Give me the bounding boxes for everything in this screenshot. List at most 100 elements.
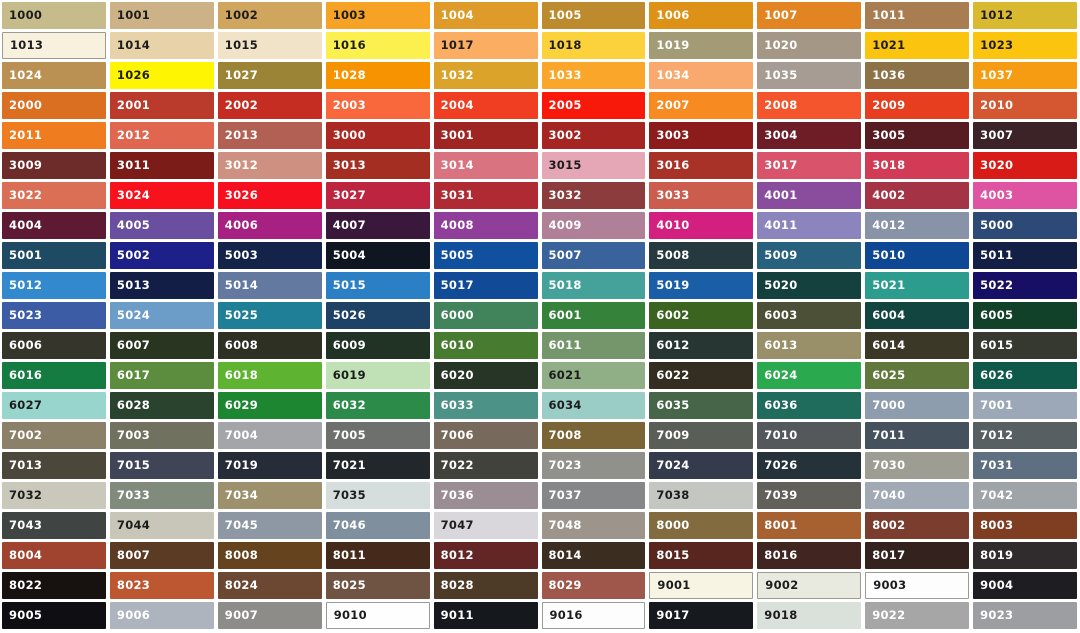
color-swatch-1006[interactable]: 1006: [649, 2, 754, 29]
color-swatch-7012[interactable]: 7012: [973, 422, 1077, 449]
color-swatch-8019[interactable]: 8019: [973, 542, 1077, 569]
color-swatch-7008[interactable]: 7008: [541, 422, 646, 449]
color-swatch-5013[interactable]: 5013: [109, 272, 214, 299]
color-swatch-5005[interactable]: 5005: [433, 242, 538, 269]
color-swatch-3002[interactable]: 3002: [541, 122, 646, 149]
color-swatch-7033[interactable]: 7033: [109, 482, 214, 509]
color-swatch-6027[interactable]: 6027: [2, 392, 106, 419]
color-swatch-1026[interactable]: 1026: [109, 62, 214, 89]
color-swatch-9023[interactable]: 9023: [973, 602, 1077, 629]
color-swatch-5019[interactable]: 5019: [649, 272, 754, 299]
color-swatch-6033[interactable]: 6033: [433, 392, 538, 419]
color-swatch-8022[interactable]: 8022: [2, 572, 106, 599]
color-swatch-1003[interactable]: 1003: [325, 2, 430, 29]
color-swatch-5017[interactable]: 5017: [433, 272, 538, 299]
color-swatch-8024[interactable]: 8024: [217, 572, 322, 599]
color-swatch-3033[interactable]: 3033: [649, 182, 754, 209]
color-swatch-4009[interactable]: 4009: [541, 212, 646, 239]
color-swatch-2013[interactable]: 2013: [217, 122, 322, 149]
color-swatch-3015[interactable]: 3015: [541, 152, 646, 179]
color-swatch-8004[interactable]: 8004: [2, 542, 106, 569]
color-swatch-7004[interactable]: 7004: [217, 422, 322, 449]
color-swatch-7030[interactable]: 7030: [865, 452, 970, 479]
color-swatch-6009[interactable]: 6009: [325, 332, 430, 359]
color-swatch-8007[interactable]: 8007: [109, 542, 214, 569]
color-swatch-7010[interactable]: 7010: [757, 422, 862, 449]
color-swatch-5015[interactable]: 5015: [325, 272, 430, 299]
color-swatch-6005[interactable]: 6005: [973, 302, 1077, 329]
color-swatch-7036[interactable]: 7036: [433, 482, 538, 509]
color-swatch-6034[interactable]: 6034: [541, 392, 646, 419]
color-swatch-6010[interactable]: 6010: [433, 332, 538, 359]
color-swatch-3003[interactable]: 3003: [649, 122, 754, 149]
color-swatch-5020[interactable]: 5020: [757, 272, 862, 299]
color-swatch-9010[interactable]: 9010: [325, 602, 430, 629]
color-swatch-2005[interactable]: 2005: [541, 92, 646, 119]
color-swatch-6021[interactable]: 6021: [541, 362, 646, 389]
color-swatch-3007[interactable]: 3007: [973, 122, 1077, 149]
color-swatch-6002[interactable]: 6002: [649, 302, 754, 329]
color-swatch-5009[interactable]: 5009: [757, 242, 862, 269]
color-swatch-5003[interactable]: 5003: [217, 242, 322, 269]
color-swatch-8012[interactable]: 8012: [433, 542, 538, 569]
color-swatch-2002[interactable]: 2002: [217, 92, 322, 119]
color-swatch-3011[interactable]: 3011: [109, 152, 214, 179]
color-swatch-1013[interactable]: 1013: [2, 32, 106, 59]
color-swatch-7040[interactable]: 7040: [865, 482, 970, 509]
color-swatch-2001[interactable]: 2001: [109, 92, 214, 119]
color-swatch-9002[interactable]: 9002: [757, 572, 862, 599]
color-swatch-4008[interactable]: 4008: [433, 212, 538, 239]
color-swatch-5011[interactable]: 5011: [973, 242, 1077, 269]
color-swatch-7034[interactable]: 7034: [217, 482, 322, 509]
color-swatch-7024[interactable]: 7024: [649, 452, 754, 479]
color-swatch-1037[interactable]: 1037: [973, 62, 1077, 89]
color-swatch-8016[interactable]: 8016: [757, 542, 862, 569]
color-swatch-5018[interactable]: 5018: [541, 272, 646, 299]
color-swatch-7021[interactable]: 7021: [325, 452, 430, 479]
color-swatch-6011[interactable]: 6011: [541, 332, 646, 359]
color-swatch-9003[interactable]: 9003: [865, 572, 970, 599]
color-swatch-3024[interactable]: 3024: [109, 182, 214, 209]
color-swatch-2010[interactable]: 2010: [973, 92, 1077, 119]
color-swatch-4010[interactable]: 4010: [649, 212, 754, 239]
color-swatch-6026[interactable]: 6026: [973, 362, 1077, 389]
color-swatch-1007[interactable]: 1007: [757, 2, 862, 29]
color-swatch-7043[interactable]: 7043: [2, 512, 106, 539]
color-swatch-3001[interactable]: 3001: [433, 122, 538, 149]
color-swatch-6008[interactable]: 6008: [217, 332, 322, 359]
color-swatch-5023[interactable]: 5023: [2, 302, 106, 329]
color-swatch-3009[interactable]: 3009: [2, 152, 106, 179]
color-swatch-7015[interactable]: 7015: [109, 452, 214, 479]
color-swatch-3005[interactable]: 3005: [865, 122, 970, 149]
color-swatch-4005[interactable]: 4005: [109, 212, 214, 239]
color-swatch-5024[interactable]: 5024: [109, 302, 214, 329]
color-swatch-9018[interactable]: 9018: [757, 602, 862, 629]
color-swatch-3027[interactable]: 3027: [325, 182, 430, 209]
color-swatch-4012[interactable]: 4012: [865, 212, 970, 239]
color-swatch-8029[interactable]: 8029: [541, 572, 646, 599]
color-swatch-6024[interactable]: 6024: [757, 362, 862, 389]
color-swatch-7048[interactable]: 7048: [541, 512, 646, 539]
color-swatch-1036[interactable]: 1036: [865, 62, 970, 89]
color-swatch-4007[interactable]: 4007: [325, 212, 430, 239]
color-swatch-2004[interactable]: 2004: [433, 92, 538, 119]
color-swatch-6001[interactable]: 6001: [541, 302, 646, 329]
color-swatch-3026[interactable]: 3026: [217, 182, 322, 209]
color-swatch-6013[interactable]: 6013: [757, 332, 862, 359]
color-swatch-1027[interactable]: 1027: [217, 62, 322, 89]
color-swatch-6018[interactable]: 6018: [217, 362, 322, 389]
color-swatch-1011[interactable]: 1011: [865, 2, 970, 29]
color-swatch-3031[interactable]: 3031: [433, 182, 538, 209]
color-swatch-1020[interactable]: 1020: [757, 32, 862, 59]
color-swatch-7003[interactable]: 7003: [109, 422, 214, 449]
color-swatch-7022[interactable]: 7022: [433, 452, 538, 479]
color-swatch-9017[interactable]: 9017: [649, 602, 754, 629]
color-swatch-1019[interactable]: 1019: [649, 32, 754, 59]
color-swatch-8003[interactable]: 8003: [973, 512, 1077, 539]
color-swatch-8001[interactable]: 8001: [757, 512, 862, 539]
color-swatch-6028[interactable]: 6028: [109, 392, 214, 419]
color-swatch-2003[interactable]: 2003: [325, 92, 430, 119]
color-swatch-1033[interactable]: 1033: [541, 62, 646, 89]
color-swatch-1005[interactable]: 1005: [541, 2, 646, 29]
color-swatch-9011[interactable]: 9011: [433, 602, 538, 629]
